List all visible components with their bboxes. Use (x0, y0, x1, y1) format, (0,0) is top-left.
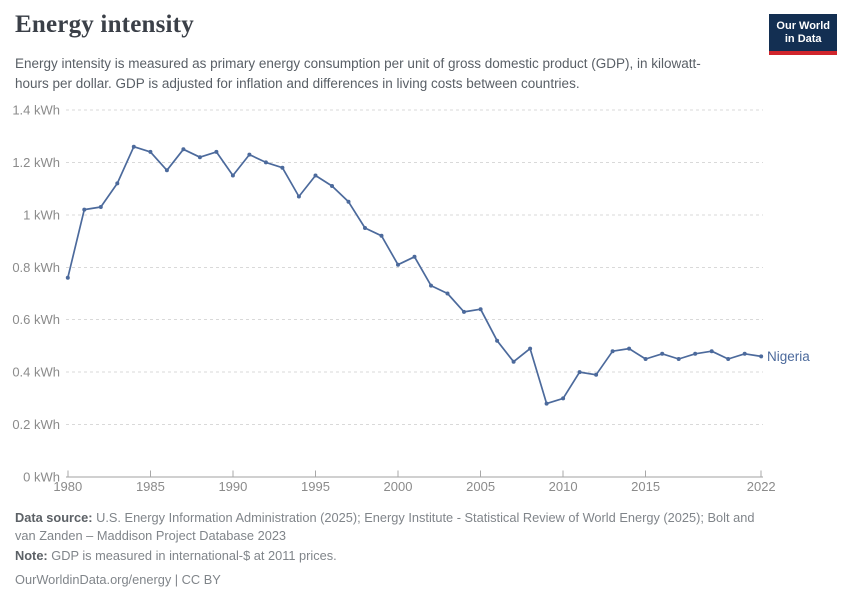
note-label: Note: (15, 548, 48, 564)
data-point-marker (148, 149, 153, 154)
data-point-marker (577, 370, 582, 375)
owid-logo[interactable]: Our World in Data (769, 14, 837, 55)
data-point-marker (561, 396, 566, 401)
x-axis-tick-label: 2015 (631, 479, 660, 494)
y-axis-tick-label: 1.4 kWh (12, 103, 60, 118)
note-line: Note: GDP is measured in international-$… (15, 547, 763, 565)
data-point-marker (445, 291, 450, 296)
data-point-marker (197, 155, 202, 160)
chart-footer: Data source: U.S. Energy Information Adm… (15, 509, 763, 590)
data-point-marker (495, 338, 500, 343)
owid-logo-line2: in Data (784, 33, 822, 45)
y-axis-tick-label: 0.6 kWh (12, 312, 60, 327)
series-label-nigeria: Nigeria (767, 349, 810, 364)
x-axis-tick-label: 1990 (218, 479, 247, 494)
data-point-marker (164, 168, 169, 173)
data-point-marker (412, 254, 417, 259)
data-point-marker (429, 283, 433, 288)
x-axis-tick-label: 2022 (747, 479, 776, 494)
data-point-marker (627, 346, 632, 351)
y-axis-tick-label: 0.8 kWh (12, 260, 60, 275)
data-point-marker (594, 372, 599, 377)
data-source-label: Data source: (15, 510, 93, 525)
y-axis-tick-label: 1.2 kWh (12, 155, 60, 170)
data-point-marker (693, 351, 698, 356)
data-point-marker (528, 346, 533, 351)
data-point-marker (742, 351, 747, 356)
data-point-marker (759, 354, 764, 359)
page-title: Energy intensity (15, 11, 194, 38)
data-point-marker (462, 309, 466, 314)
x-axis-tick-label: 2000 (384, 479, 413, 494)
license-link[interactable]: OurWorldinData.org/energy | CC BY (15, 572, 221, 588)
x-axis-tick-label: 2010 (549, 479, 578, 494)
x-axis-tick-label: 1980 (53, 479, 82, 494)
data-source-text: U.S. Energy Information Administration (… (15, 510, 755, 544)
data-point-marker (263, 160, 268, 165)
data-point-marker (131, 144, 136, 149)
y-axis-tick-label: 0.2 kWh (12, 417, 60, 432)
x-axis-tick-label: 1985 (136, 479, 165, 494)
data-point-marker (676, 357, 681, 361)
data-point-marker (726, 357, 731, 361)
data-point-marker (296, 194, 301, 199)
data-point-marker (709, 349, 714, 354)
data-point-marker (115, 181, 120, 186)
data-point-marker (363, 226, 367, 230)
owid-logo-line1: Our World (776, 20, 830, 32)
data-point-marker (181, 147, 186, 152)
x-axis-tick-label: 1995 (301, 479, 330, 494)
chart-subtitle: Energy intensity is measured as primary … (15, 56, 701, 91)
y-axis-tick-label: 1 kWh (23, 207, 60, 222)
data-point-marker (214, 149, 219, 154)
data-point-marker (379, 233, 384, 238)
data-point-marker (478, 307, 483, 312)
data-point-marker (511, 359, 516, 364)
data-point-marker (346, 199, 351, 204)
data-point-marker (247, 152, 252, 157)
data-point-marker (660, 351, 665, 356)
y-axis-tick-label: 0.4 kWh (12, 365, 60, 380)
data-point-marker (544, 401, 549, 406)
data-point-marker (82, 207, 87, 212)
data-point-marker (65, 275, 70, 280)
x-axis-tick-label: 2005 (466, 479, 495, 494)
data-point-marker (280, 165, 285, 170)
data-point-marker (330, 184, 334, 188)
note-text: GDP is measured in international-$ at 20… (47, 548, 337, 564)
data-point-marker (230, 173, 235, 178)
data-point-marker (396, 262, 400, 267)
y-axis-tick-label: 0 kWh (23, 470, 60, 485)
data-source-line: Data source: U.S. Energy Information Adm… (15, 509, 763, 545)
data-point-marker (610, 349, 615, 354)
data-point-marker (643, 357, 648, 361)
data-point-marker (98, 205, 103, 209)
nigeria-series-line (66, 145, 763, 405)
data-point-marker (313, 173, 318, 178)
